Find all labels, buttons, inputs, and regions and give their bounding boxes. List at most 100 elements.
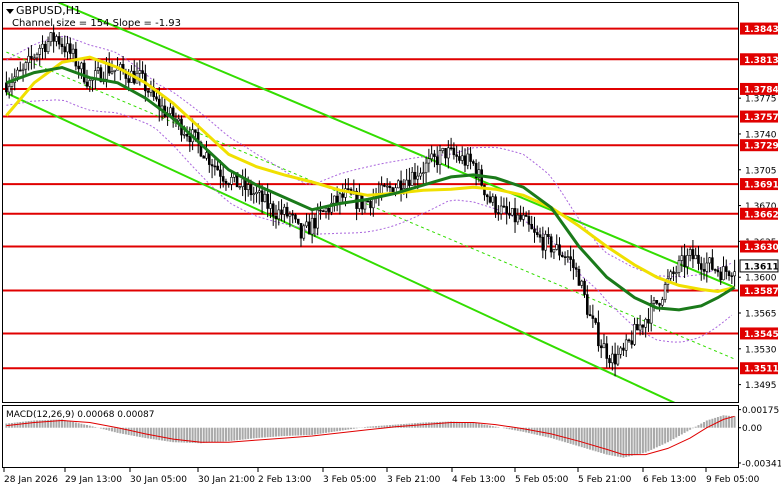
candle-bear bbox=[588, 314, 592, 317]
candle-bear bbox=[280, 209, 283, 215]
candle-bear bbox=[296, 218, 300, 224]
candle-bull bbox=[499, 205, 503, 214]
macd-label: MACD(12,26,9) 0.00068 0.00087 bbox=[6, 410, 155, 420]
time-tick-label: 30 Jan 21:00 bbox=[198, 475, 255, 485]
candle-bear bbox=[463, 155, 467, 166]
candle-bear bbox=[308, 221, 311, 235]
candle-bear bbox=[341, 193, 345, 198]
candle-bear bbox=[266, 193, 269, 209]
candle-bear bbox=[655, 300, 659, 304]
candle-bear bbox=[497, 212, 500, 214]
candle-bear bbox=[730, 275, 734, 278]
level-label: 1.3587 bbox=[744, 287, 779, 297]
channel-upper-line bbox=[57, 3, 735, 289]
candle-bull bbox=[510, 208, 514, 216]
candle-bull bbox=[338, 193, 342, 204]
candle-bear bbox=[630, 340, 634, 345]
candle-bull bbox=[424, 162, 428, 173]
price-tick-label: 1.3740 bbox=[745, 130, 777, 140]
candle-bull bbox=[16, 69, 19, 78]
candle-bear bbox=[85, 81, 89, 87]
header-triangle-icon[interactable] bbox=[6, 9, 14, 14]
candle-bull bbox=[638, 324, 642, 331]
candle-bear bbox=[227, 183, 231, 185]
time-tick-label: 28 Jan 2026 bbox=[4, 475, 58, 485]
candle-bear bbox=[724, 266, 728, 272]
candle-bull bbox=[396, 180, 400, 189]
price-axis: 1.37751.37401.37051.36701.36351.36001.35… bbox=[738, 22, 781, 469]
candle-bear bbox=[433, 153, 436, 157]
candle-bull bbox=[205, 152, 208, 159]
candle-bear bbox=[57, 36, 61, 45]
candle-bear bbox=[321, 210, 325, 212]
candle-bull bbox=[241, 178, 244, 188]
candle-bear bbox=[527, 216, 531, 225]
candle-bear bbox=[216, 165, 219, 171]
candle-bear bbox=[127, 78, 130, 83]
candle-bull bbox=[269, 203, 272, 209]
candle-bull bbox=[7, 86, 11, 93]
level-tag bbox=[740, 82, 778, 95]
channel-lower-line bbox=[5, 92, 676, 402]
candle-bull bbox=[330, 202, 333, 213]
candle-bear bbox=[560, 254, 564, 257]
candle-bull bbox=[680, 255, 684, 261]
candle-bear bbox=[636, 324, 639, 331]
level-label: 1.3511 bbox=[744, 365, 779, 375]
candle-bear bbox=[458, 156, 461, 161]
candle-bull bbox=[522, 214, 525, 220]
macd-signal-line bbox=[6, 415, 735, 456]
candle-bull bbox=[288, 213, 292, 217]
price-tick-label: 1.3600 bbox=[745, 274, 777, 284]
candle-bear bbox=[455, 154, 458, 157]
candle-bear bbox=[449, 147, 453, 150]
level-label: 1.3630 bbox=[744, 243, 779, 253]
candle-bear bbox=[563, 256, 567, 258]
candle-bull bbox=[380, 184, 383, 194]
candle-bull bbox=[49, 32, 53, 43]
candle-bear bbox=[188, 135, 192, 143]
time-tick-label: 2 Feb 13:00 bbox=[258, 475, 312, 485]
candle-bull bbox=[602, 343, 606, 349]
channel-info: Channel size = 154 Slope = -1.93 bbox=[12, 18, 181, 29]
candle-bear bbox=[435, 156, 439, 166]
candle-bear bbox=[77, 65, 80, 70]
candle-bull bbox=[252, 193, 256, 196]
level-tag bbox=[740, 139, 778, 152]
candle-bear bbox=[483, 185, 486, 196]
candle-bull bbox=[694, 254, 697, 260]
candle-bull bbox=[686, 255, 689, 267]
candle-bull bbox=[649, 302, 653, 324]
candle-bear bbox=[291, 213, 294, 216]
time-tick-label: 29 Jan 13:00 bbox=[65, 475, 122, 485]
level-tag bbox=[740, 362, 778, 375]
candle-bear bbox=[519, 214, 522, 220]
candle-bull bbox=[27, 55, 30, 63]
envelope-bands bbox=[6, 35, 733, 343]
candle-bull bbox=[619, 347, 622, 355]
candle-bear bbox=[271, 203, 275, 217]
level-tag bbox=[740, 284, 778, 297]
candle-bear bbox=[219, 169, 222, 177]
candle-bear bbox=[74, 48, 78, 67]
candle-bull bbox=[438, 150, 442, 166]
candle-bear bbox=[99, 67, 103, 82]
candle-bull bbox=[555, 244, 559, 250]
candle-bear bbox=[313, 217, 317, 229]
candle-bear bbox=[711, 257, 714, 270]
candle-bear bbox=[641, 324, 645, 328]
price-tick-label: 1.3495 bbox=[745, 381, 777, 391]
candle-bull bbox=[466, 153, 470, 166]
candle-bull bbox=[661, 299, 664, 306]
candle-bull bbox=[113, 69, 117, 72]
candle-bull bbox=[96, 67, 100, 71]
moving-averages bbox=[5, 55, 736, 312]
time-tick-label: 3 Feb 21:00 bbox=[387, 475, 441, 485]
candle-bull bbox=[430, 153, 433, 160]
candle-bull bbox=[422, 172, 425, 174]
candle-bull bbox=[105, 62, 108, 80]
price-tick-label: 1.3705 bbox=[745, 166, 777, 176]
candle-bull bbox=[371, 198, 375, 209]
candle-bear bbox=[716, 269, 720, 273]
candle-bear bbox=[691, 249, 695, 260]
